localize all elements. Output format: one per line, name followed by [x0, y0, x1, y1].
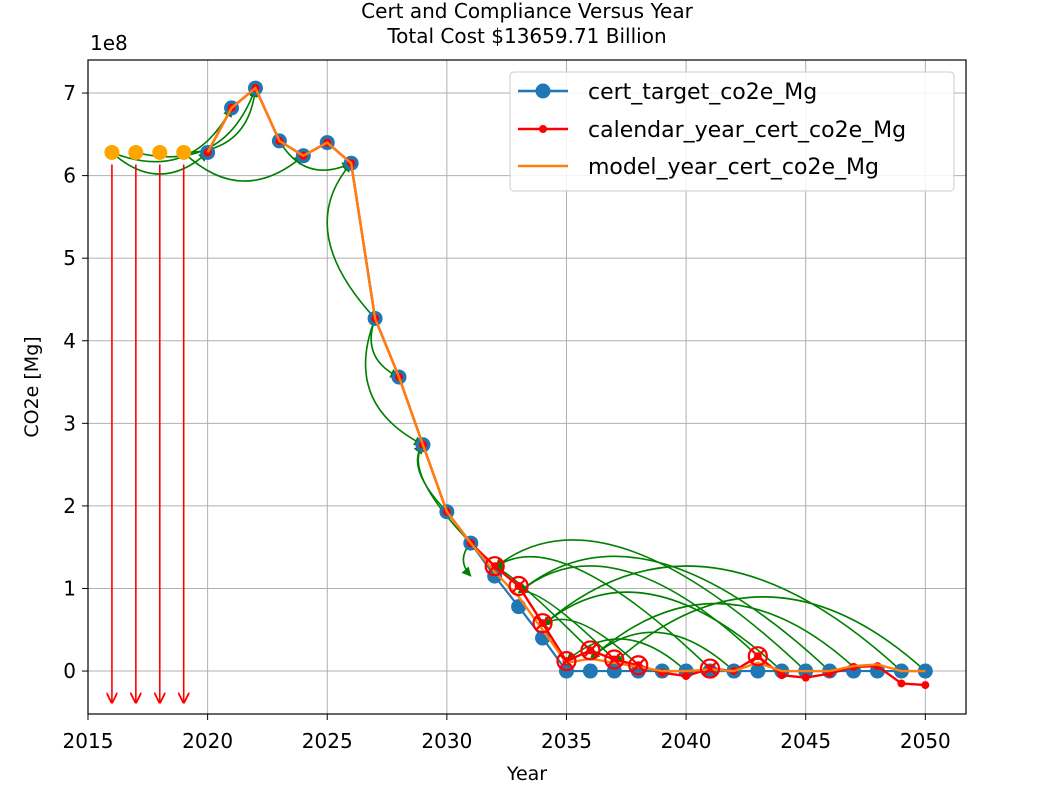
legend-swatch-marker — [539, 125, 547, 133]
series-line — [206, 86, 926, 673]
marked-cross — [631, 658, 646, 673]
x-tick-label: 2045 — [780, 729, 831, 753]
expired-credit-arrows — [112, 164, 184, 702]
data-point — [801, 673, 810, 682]
marked-year-symbol — [628, 655, 649, 676]
marked-cross — [751, 649, 765, 663]
initial-credit-points — [104, 144, 192, 160]
credit-transfer-arrow — [493, 539, 807, 672]
initial-credit-point — [128, 144, 144, 160]
marked-year-symbol — [484, 556, 505, 577]
y-scale-label: 1e8 — [90, 31, 128, 55]
marked-circle — [699, 658, 721, 679]
credit-transfer-arrow — [565, 638, 687, 672]
marked-circle — [508, 575, 529, 597]
marked-year-symbol — [604, 649, 625, 670]
legend-label: cert_target_co2e_Mg — [588, 80, 817, 105]
x-tick-label: 2040 — [661, 729, 712, 753]
marked-circle — [628, 655, 649, 676]
credit-transfer-arrow — [135, 87, 258, 158]
data-point — [511, 599, 527, 615]
marked-circle — [747, 646, 768, 667]
marked-year-symbol — [508, 575, 529, 597]
plot-frame — [87, 59, 967, 715]
legend-item-calendar_year_cert_co2e_Mg: calendar_year_cert_co2e_Mg — [518, 118, 906, 143]
x-tick-label: 2035 — [541, 729, 592, 753]
legend-item-model_year_cert_co2e_Mg: model_year_cert_co2e_Mg — [518, 155, 879, 180]
x-tick-label: 2050 — [900, 729, 951, 753]
chart-subtitle: Total Cost $13659.71 Billion — [386, 24, 666, 48]
legend-box — [509, 71, 955, 192]
x-tick-label: 2020 — [182, 729, 233, 753]
credit-transfer-arrow — [493, 555, 711, 670]
y-tick-label: 5 — [63, 246, 76, 270]
marked-cross — [703, 661, 717, 676]
axis-ticks: 2015 2020 2025 2030 2035 2040 2045 2050 0 1 2 3 4 5 6 7 — [63, 81, 951, 753]
marked-circle — [484, 556, 505, 577]
y-tick-label: 4 — [63, 329, 76, 353]
y-tick-label: 2 — [63, 494, 76, 518]
marked-circle — [556, 651, 577, 672]
marked-cross — [583, 643, 598, 658]
credit-transfer-arrow — [541, 591, 783, 672]
credit-transfer-arrow — [413, 444, 472, 544]
marked-year-symbol — [699, 658, 721, 679]
credit-transfer-arrow — [589, 631, 735, 672]
series-model_year_cert_co2e_Mg — [206, 86, 926, 673]
x-tick-label: 2030 — [421, 729, 472, 753]
chart-title: Cert and Compliance Versus Year — [361, 0, 693, 23]
data-point — [777, 671, 786, 680]
marked-cross — [487, 559, 502, 573]
marked-cross — [511, 579, 526, 593]
initial-credit-point — [176, 144, 192, 160]
data-point — [682, 672, 691, 681]
marked-year-symbols — [484, 556, 768, 679]
marked-year-symbol — [747, 646, 768, 667]
credit-transfer-arrow — [589, 602, 855, 668]
legend-label: model_year_cert_co2e_Mg — [588, 155, 879, 180]
credit-transfer-arrow — [613, 596, 926, 672]
y-tick-label: 0 — [63, 659, 76, 683]
y-axis-label: CO2e [Mg] — [21, 336, 43, 437]
data-point — [582, 663, 598, 679]
y-tick-label: 7 — [63, 81, 76, 105]
y-tick-label: 1 — [63, 576, 76, 600]
marked-circle — [604, 649, 625, 670]
credit-transfer-arrow — [364, 318, 424, 446]
marked-cross — [607, 652, 622, 667]
marked-cross — [535, 616, 550, 630]
marked-year-symbol — [556, 651, 577, 672]
y-tick-label: 3 — [63, 411, 76, 435]
credit-transfer-arrow — [541, 565, 902, 672]
marked-year-symbol — [580, 640, 601, 661]
legend-item-cert_target_co2e_Mg: cert_target_co2e_Mg — [518, 80, 817, 105]
y-tick-label: 6 — [63, 164, 76, 188]
data-point — [750, 663, 766, 679]
credit-transfer-arrow — [183, 87, 260, 154]
initial-credit-point — [152, 144, 168, 160]
marked-year-symbol — [532, 613, 553, 634]
x-axis-label: Year — [506, 763, 547, 785]
x-tick-label: 2015 — [63, 729, 114, 753]
legend: cert_target_co2e_Mg calendar_year_cert_co… — [509, 71, 955, 192]
marked-cross — [559, 654, 574, 668]
x-tick-label: 2025 — [302, 729, 353, 753]
data-point — [897, 679, 906, 688]
credit-transfer-arrow — [326, 162, 376, 320]
credit-transfer-arrows — [111, 87, 926, 672]
initial-credit-point — [104, 144, 120, 160]
marked-circle — [532, 613, 553, 634]
legend-label: calendar_year_cert_co2e_Mg — [588, 118, 906, 143]
credit-transfer-arrow — [517, 555, 831, 672]
data-point — [921, 681, 930, 690]
credit-transfer-arrow — [183, 151, 305, 182]
legend-swatch-marker — [535, 83, 551, 99]
marked-circle — [580, 640, 601, 661]
